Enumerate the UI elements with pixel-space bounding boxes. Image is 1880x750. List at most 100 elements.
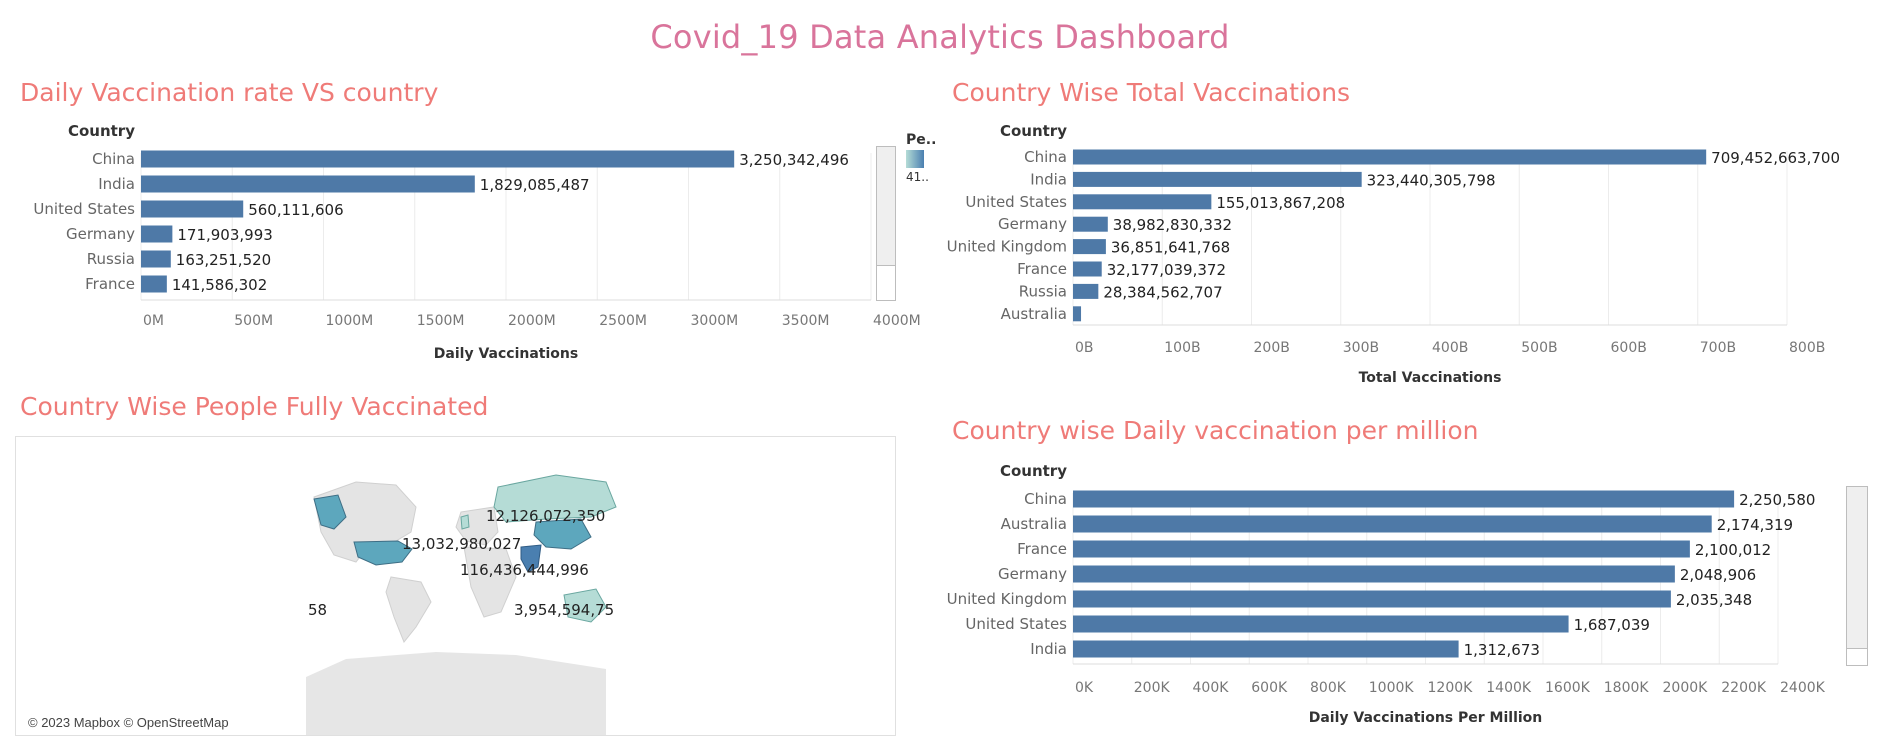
per-million-title: Country wise Daily vaccination per milli…: [952, 416, 1479, 445]
map-label-usa: 13,032,980,027: [402, 535, 522, 553]
category-label[interactable]: United Kingdom: [947, 238, 1067, 256]
fully-vaccinated-map[interactable]: 12,126,072,350 13,032,980,027 116,436,44…: [15, 436, 896, 736]
data-label: 1,829,085,487: [480, 176, 590, 194]
daily-chart-scroll-thumb[interactable]: [877, 265, 895, 300]
bar[interactable]: [141, 175, 475, 193]
bar[interactable]: [1073, 515, 1712, 533]
tick-label: 500B: [1521, 340, 1557, 356]
data-label: 38,982,830,332: [1113, 216, 1232, 234]
total-vaccinations-chart[interactable]: Country China 709,452,663,700 India 323,440,…: [932, 120, 1872, 400]
china-shape[interactable]: [533, 518, 592, 550]
bar[interactable]: [141, 250, 171, 268]
category-label[interactable]: Australia: [1001, 515, 1067, 533]
category-label[interactable]: India: [1030, 170, 1067, 188]
category-label[interactable]: United Kingdom: [947, 590, 1067, 608]
bar[interactable]: [1073, 540, 1690, 558]
data-label: 2,035,348: [1676, 591, 1752, 609]
uk-shape[interactable]: [460, 514, 470, 530]
daily-vaccination-chart[interactable]: Country China 3,250,342,496 India 1,829,085,…: [0, 120, 920, 370]
category-label[interactable]: United States: [965, 615, 1067, 633]
category-label[interactable]: United States: [33, 200, 135, 218]
category-label[interactable]: France: [85, 275, 135, 293]
category-label[interactable]: France: [1017, 260, 1067, 278]
bar[interactable]: [1073, 171, 1362, 187]
category-label[interactable]: China: [1024, 148, 1067, 166]
tick-label: 300B: [1343, 340, 1379, 356]
data-label: 1,687,039: [1574, 616, 1650, 634]
map-label-edge: 58: [308, 601, 328, 619]
category-label[interactable]: Germany: [998, 215, 1067, 233]
category-label[interactable]: India: [1030, 640, 1067, 658]
antarctica-shape: [306, 652, 606, 735]
category-label[interactable]: China: [1024, 490, 1067, 508]
category-label[interactable]: Russia: [87, 250, 135, 268]
tick-label: 700B: [1700, 340, 1736, 356]
bar[interactable]: [1073, 590, 1671, 608]
data-label: 171,903,993: [177, 226, 272, 244]
per-million-scrollbar[interactable]: [1846, 486, 1868, 666]
category-label[interactable]: Germany: [66, 225, 135, 243]
data-label: 2,048,906: [1680, 566, 1756, 584]
legend-swatch: [906, 150, 924, 168]
data-label: 28,384,562,707: [1103, 283, 1222, 301]
tick-label: 600B: [1611, 340, 1647, 356]
south-america-shape: [385, 576, 432, 643]
per-million-scroll-thumb[interactable]: [1847, 648, 1867, 665]
india-shape[interactable]: [520, 544, 542, 573]
row-header: Country: [1000, 122, 1067, 140]
usa-shape[interactable]: [353, 540, 413, 566]
data-label: 323,440,305,798: [1367, 171, 1496, 189]
category-label[interactable]: India: [98, 175, 135, 193]
data-label: 709,452,663,700: [1711, 149, 1840, 167]
data-label: 141,586,302: [172, 276, 267, 294]
bar[interactable]: [1073, 239, 1106, 255]
map-label-russia: 12,126,072,350: [486, 507, 606, 525]
tick-label: 400B: [1432, 340, 1468, 356]
map-attribution[interactable]: © 2023 Mapbox © OpenStreetMap: [24, 714, 233, 731]
daily-vaccination-title: Daily Vaccination rate VS country: [20, 78, 439, 107]
map-label-india: 116,436,444,996: [460, 561, 589, 579]
data-label: 3,250,342,496: [739, 151, 849, 169]
daily-chart-scrollbar[interactable]: [876, 146, 896, 301]
bar[interactable]: [141, 200, 244, 218]
bar[interactable]: [1073, 261, 1102, 277]
alaska-shape[interactable]: [313, 494, 347, 530]
tick-label: 0K: [1075, 680, 1094, 696]
africa-shape: [463, 546, 517, 618]
bar[interactable]: [1073, 306, 1082, 322]
bar[interactable]: [1073, 194, 1212, 210]
world-map[interactable]: [16, 437, 895, 735]
data-label: 32,177,039,372: [1107, 261, 1226, 279]
bar[interactable]: [1073, 565, 1675, 583]
category-label[interactable]: Germany: [998, 565, 1067, 583]
color-legend[interactable]: Pe.. 41..: [906, 132, 936, 184]
category-label[interactable]: United States: [965, 193, 1067, 211]
data-label: 1,312,673: [1464, 641, 1540, 659]
bar[interactable]: [1073, 283, 1099, 299]
russia-shape[interactable]: [493, 474, 617, 523]
bar[interactable]: [141, 150, 735, 168]
australia-shape[interactable]: [563, 588, 607, 623]
legend-label: Pe..: [906, 132, 937, 148]
tick-label: 1800K: [1604, 680, 1650, 696]
bar[interactable]: [1073, 490, 1735, 508]
category-label[interactable]: China: [92, 150, 135, 168]
row-header: Country: [1000, 462, 1067, 480]
tick-label: 600K: [1251, 680, 1288, 696]
bar[interactable]: [141, 275, 167, 293]
data-label: 155,013,867,208: [1216, 194, 1345, 212]
bar[interactable]: [141, 225, 173, 243]
bar[interactable]: [1073, 216, 1108, 232]
bar[interactable]: [1073, 149, 1707, 165]
tick-label: 2400K: [1780, 680, 1826, 696]
category-label[interactable]: France: [1017, 540, 1067, 558]
category-label[interactable]: Australia: [1001, 305, 1067, 323]
per-million-chart[interactable]: Country China 2,250,580 Australia 2,174,319 F…: [932, 460, 1872, 730]
total-vaccinations-title: Country Wise Total Vaccinations: [952, 78, 1351, 107]
category-label[interactable]: Russia: [1019, 282, 1067, 300]
tick-label: 3000M: [691, 313, 739, 329]
bar[interactable]: [1073, 615, 1569, 633]
bar[interactable]: [1073, 640, 1459, 658]
tick-label: 800B: [1789, 340, 1825, 356]
tick-label: 800K: [1310, 680, 1347, 696]
